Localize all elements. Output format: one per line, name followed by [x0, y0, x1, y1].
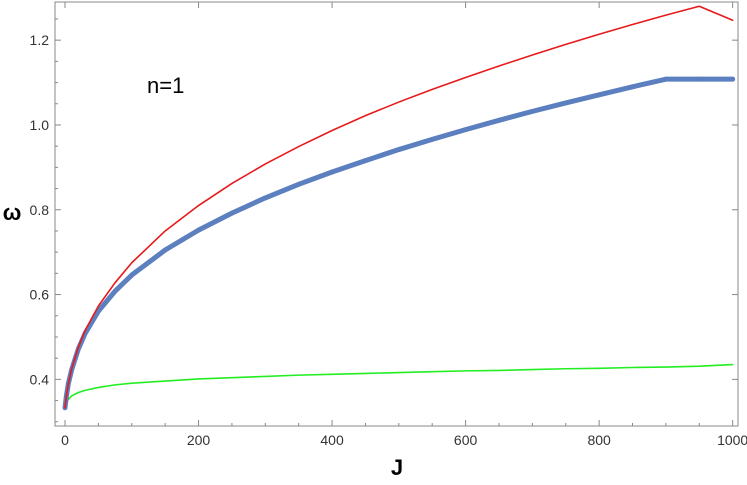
y-tick-label: 0.6 [30, 287, 50, 303]
plot-frame [54, 1, 739, 427]
x-tick-label: 800 [587, 432, 611, 448]
series-point [396, 147, 402, 152]
series-point [663, 76, 669, 82]
series-point [112, 288, 118, 294]
series-point [196, 227, 201, 233]
x-axis-ticks: 0 200 400 600 800 1000 [61, 2, 747, 448]
x-tick-label: 400 [320, 432, 344, 448]
x-tick-label: 200 [187, 432, 211, 448]
series-point [363, 158, 368, 163]
series-point [429, 136, 435, 142]
series-point [496, 117, 502, 123]
series-point [296, 181, 302, 187]
y-tick-label: 1.2 [30, 32, 50, 48]
series-point [563, 100, 569, 106]
series-line-3 [64, 363, 734, 409]
x-axis-title: J [391, 455, 403, 480]
y-tick-label: 0.8 [30, 202, 50, 218]
series-point [329, 169, 335, 175]
y-axis-ticks: 0.4 0.6 0.8 1.0 1.2 [30, 18, 738, 423]
y-tick-label: 0.4 [30, 371, 50, 387]
series-point [229, 210, 235, 216]
x-tick-label: 600 [454, 432, 478, 448]
y-tick-label: 1.0 [30, 117, 50, 133]
series-point [529, 108, 535, 114]
series-layer [62, 5, 736, 411]
x-tick-label: 0 [61, 432, 69, 448]
series-point [162, 247, 168, 253]
series-line-2 [62, 76, 736, 411]
series-point [129, 272, 135, 278]
series-point [696, 76, 702, 82]
series-point [596, 92, 602, 98]
series-point [630, 84, 635, 90]
series-point [463, 127, 469, 133]
series-point [730, 76, 736, 82]
series-point [262, 195, 268, 201]
series-line-1 [64, 5, 734, 409]
y-axis-title: ω [3, 200, 22, 225]
annotation-n: n=1 [147, 73, 184, 98]
x-tick-label: 1000 [717, 432, 747, 448]
